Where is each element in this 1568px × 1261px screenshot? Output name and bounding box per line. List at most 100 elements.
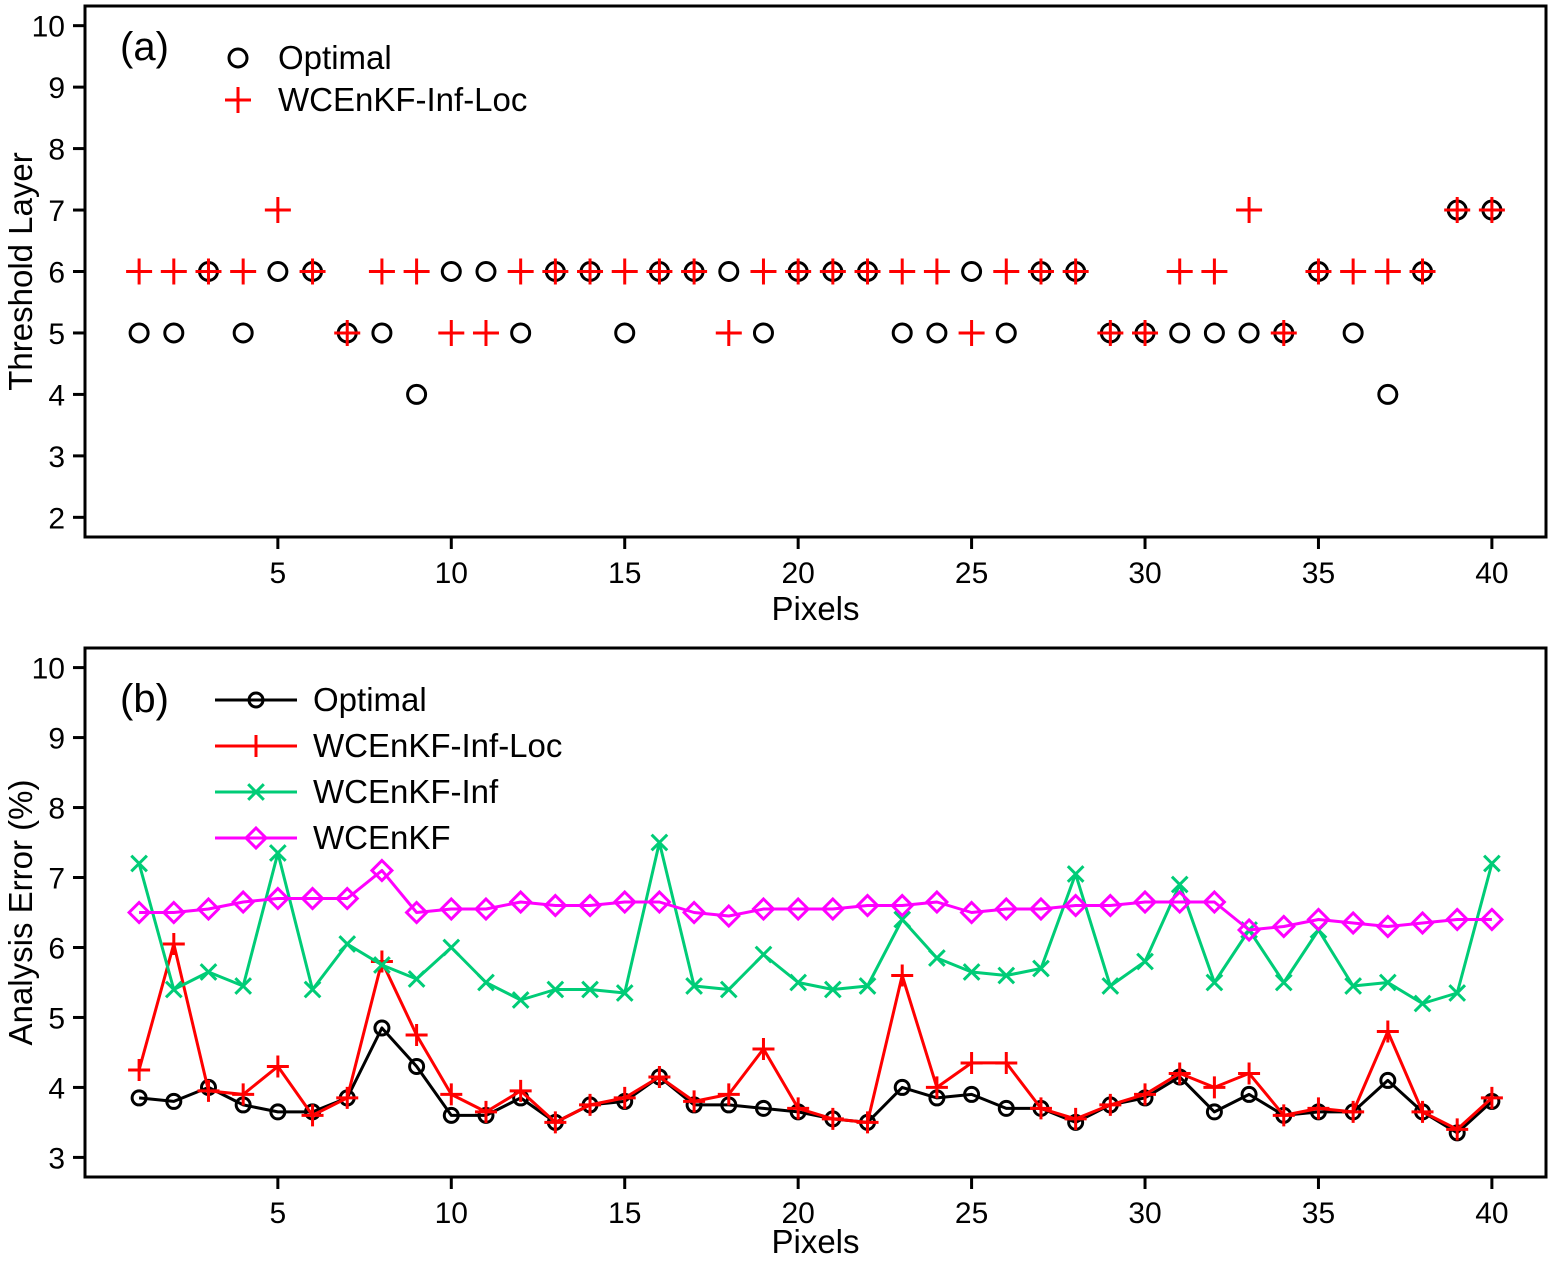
- circle-marker: [163, 322, 185, 344]
- plus-marker: [334, 319, 361, 346]
- legend-label: WCEnKF-Inf: [313, 773, 499, 810]
- diamond-marker: [1445, 907, 1470, 932]
- circle-marker: [963, 1085, 981, 1103]
- panel-b: 5 10 15 20 25 30 35 40 3 4 5 6 7 8 9 10 Pixels Analysis E…: [2, 646, 1548, 1260]
- plus-marker: [1409, 258, 1436, 285]
- circle-marker: [1238, 322, 1260, 344]
- plus-marker: [995, 1051, 1018, 1074]
- x-marker: [858, 977, 877, 995]
- plus-marker: [717, 1083, 740, 1106]
- x-marker: [164, 980, 183, 999]
- x-tick-label: 5: [270, 1197, 287, 1230]
- y-tick-label: 3: [48, 441, 65, 474]
- plus-marker: [891, 964, 914, 987]
- plus-marker: [577, 258, 604, 285]
- circle-marker: [227, 47, 249, 69]
- x-marker: [268, 844, 287, 862]
- x-marker: [1448, 984, 1467, 1002]
- circle-marker: [1240, 1085, 1258, 1103]
- plus-marker: [474, 1100, 497, 1123]
- plot-border: [83, 646, 1548, 1179]
- legend-item-wcenkf: WCEnKF: [215, 819, 451, 856]
- panel-label: (a): [120, 25, 169, 69]
- plus-marker: [264, 197, 291, 224]
- x-marker: [754, 945, 773, 964]
- plus-marker: [1203, 1076, 1226, 1099]
- x-marker: [1136, 952, 1154, 971]
- plus-marker: [162, 932, 185, 955]
- x-marker: [719, 980, 738, 999]
- diamond-marker: [890, 893, 915, 918]
- plus-marker: [1027, 258, 1054, 285]
- circle-marker: [128, 322, 150, 344]
- circle-marker: [718, 261, 740, 282]
- legend: Optimal WCEnKF-Inf-Loc: [225, 39, 527, 118]
- plus-marker: [1272, 1104, 1295, 1127]
- plus-marker: [299, 258, 326, 285]
- x-marker: [1378, 973, 1397, 992]
- plus-marker: [160, 258, 187, 285]
- plus-marker: [579, 1093, 602, 1116]
- circle-marker: [995, 322, 1017, 344]
- circle-marker: [130, 1089, 148, 1107]
- x-marker: [893, 910, 912, 929]
- plus-marker: [1446, 1118, 1469, 1141]
- plus-marker: [301, 1104, 324, 1127]
- diamond-marker: [924, 889, 950, 915]
- diamond-marker: [994, 896, 1019, 922]
- x-tick-label: 40: [1475, 1197, 1508, 1230]
- x-marker: [199, 963, 218, 981]
- x-marker: [1344, 977, 1363, 995]
- plus-marker: [1480, 1086, 1503, 1109]
- plus-marker: [819, 258, 846, 285]
- circle-marker: [232, 322, 254, 344]
- x-tick-label: 5: [270, 557, 287, 590]
- plus-marker: [440, 1083, 463, 1106]
- diamond-marker: [1236, 917, 1262, 943]
- circle-marker: [891, 322, 913, 344]
- circle-marker: [440, 261, 462, 282]
- x-marker: [650, 833, 669, 852]
- plus-marker: [787, 1097, 810, 1120]
- plus-marker: [1270, 319, 1297, 346]
- circle-marker: [1379, 1071, 1397, 1089]
- plus-marker: [1168, 1062, 1191, 1085]
- circle-marker: [247, 691, 265, 709]
- x-marker: [823, 980, 842, 999]
- y-axis-label: Analysis Error (%): [2, 780, 39, 1046]
- x-marker: [1066, 865, 1085, 883]
- plus-marker: [648, 1065, 671, 1088]
- plus-marker: [1134, 1083, 1157, 1106]
- diamond-marker: [855, 893, 880, 918]
- plus-marker: [750, 258, 777, 285]
- plus-marker: [821, 1107, 844, 1130]
- x-tick-label: 35: [1302, 557, 1335, 590]
- plus-marker: [1097, 319, 1124, 346]
- y-tick-label: 8: [48, 134, 65, 167]
- y-tick-label: 8: [48, 793, 65, 826]
- y-tick-label: 10: [32, 11, 65, 44]
- diamond-marker: [1167, 889, 1192, 915]
- diamond-marker: [751, 896, 776, 922]
- legend-label: WCEnKF: [313, 819, 451, 856]
- series-line: [137, 841, 1494, 1005]
- circle-marker: [997, 1099, 1015, 1117]
- plus-marker: [683, 1090, 706, 1113]
- diamond-marker: [508, 889, 533, 915]
- plus-marker: [856, 1111, 879, 1134]
- plus-marker: [1132, 319, 1159, 346]
- legend-item-optimal: Optimal: [227, 39, 392, 76]
- diamond-marker: [577, 893, 603, 918]
- plus-marker: [1029, 1097, 1052, 1120]
- y-tick-label: 6: [48, 932, 65, 965]
- y-axis-label: Threshold Layer: [2, 152, 39, 390]
- plus-marker: [1236, 197, 1263, 224]
- x-marker: [1101, 977, 1120, 995]
- series-wcenkf: [126, 858, 1505, 943]
- x-marker: [442, 938, 461, 957]
- plus-marker: [507, 258, 534, 285]
- legend-item-wcenkf-inf-loc: WCEnKF-Inf-Loc: [215, 727, 562, 764]
- plus-marker: [542, 258, 569, 285]
- diamond-marker: [1306, 907, 1331, 932]
